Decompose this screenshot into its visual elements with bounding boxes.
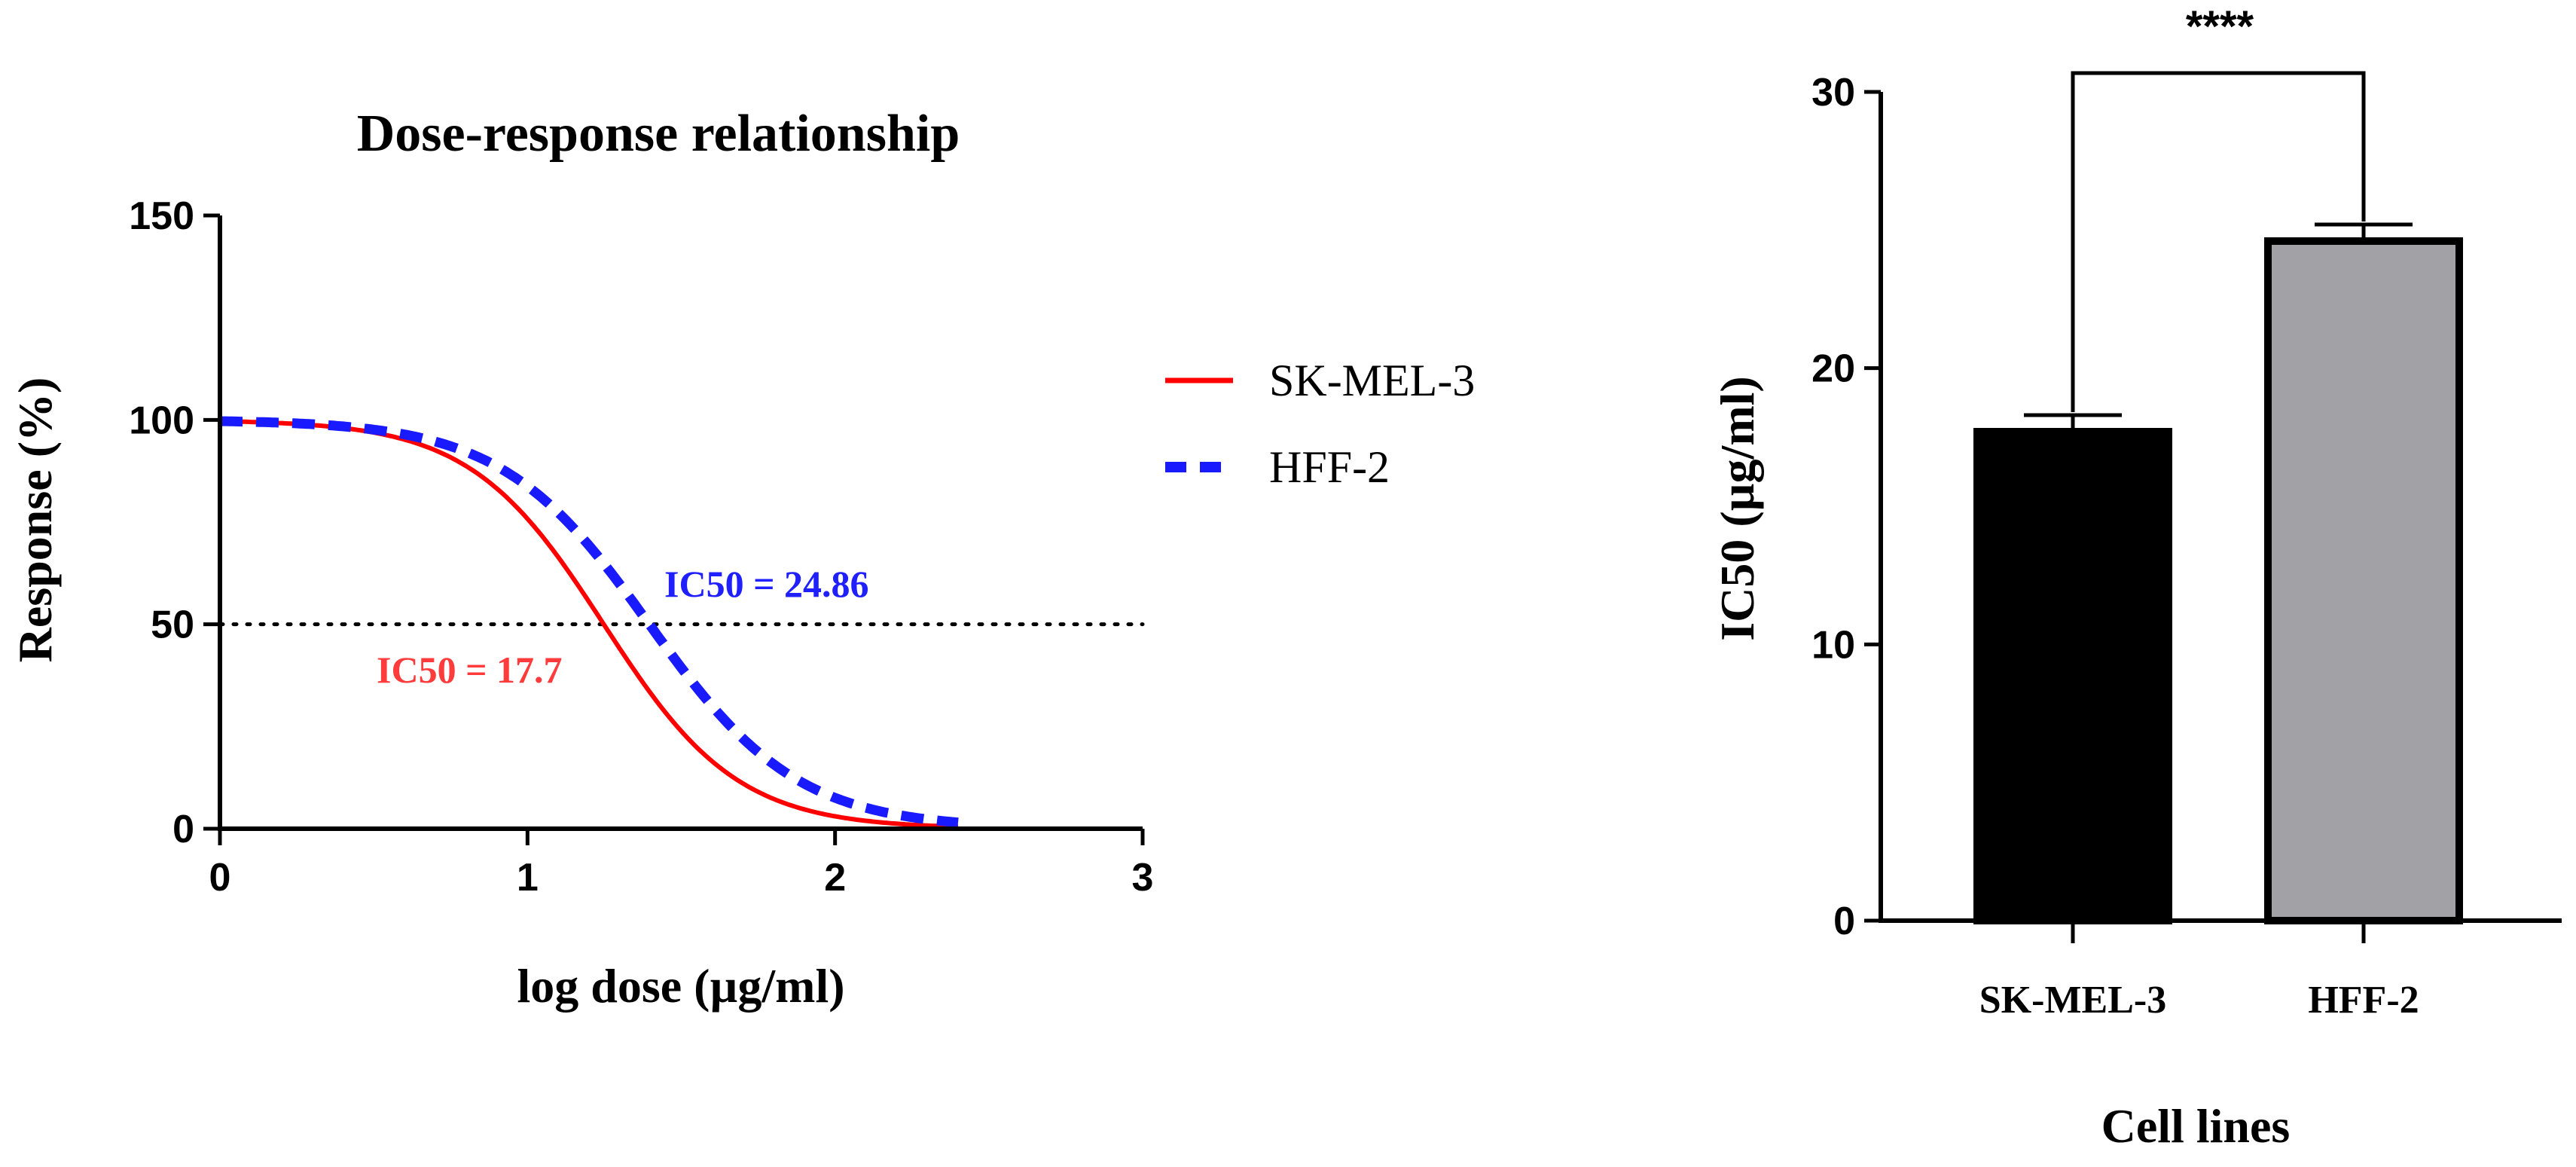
bars xyxy=(1973,222,2463,924)
legend-label-hff-2: HFF-2 xyxy=(1269,442,1390,492)
y-tick-label: 100 xyxy=(129,399,194,442)
ic50-annotation-sk-mel-3: IC50 = 17.7 xyxy=(377,649,563,691)
x-tick-label: 3 xyxy=(1132,856,1154,900)
legend: SK-MEL-3 HFF-2 xyxy=(1165,356,1475,492)
legend-item-hff-2: HFF-2 xyxy=(1165,442,1390,492)
y-tick-label: 10 xyxy=(1811,623,1855,667)
bar-hff-2 xyxy=(2264,237,2463,924)
x-tick-label: 2 xyxy=(824,856,846,900)
significance-bracket-line xyxy=(2071,71,2366,412)
curves xyxy=(218,416,960,829)
legend-label-sk-mel-3: SK-MEL-3 xyxy=(1269,356,1475,405)
y-ticks: 0 10 20 30 xyxy=(1811,71,1881,943)
x-axis-title: log dose (µg/ml) xyxy=(517,959,844,1013)
dose-response-chart: Dose-response relationship Response (%) … xyxy=(8,105,1475,1013)
significance-label: **** xyxy=(2186,2,2254,51)
y-ticks: 0 50 100 150 xyxy=(129,194,220,851)
series-line-hff-2 xyxy=(218,416,960,828)
bar-sk-mel-3 xyxy=(1973,428,2172,924)
ic50-bar-chart: IC50 (µg/ml) Cell lines 0 10 20 30 SK-MEL-3… xyxy=(1711,2,2562,1153)
significance-bracket: **** xyxy=(2071,2,2366,412)
ic50-annotation-hff-2: IC50 = 24.86 xyxy=(664,563,869,605)
y-tick-label: 0 xyxy=(1833,900,1855,943)
x-tick-label-sk-mel-3: SK-MEL-3 xyxy=(1979,979,2166,1022)
x-tick-label: 1 xyxy=(517,856,539,900)
legend-item-sk-mel-3: SK-MEL-3 xyxy=(1165,356,1475,405)
x-tick-label-hff-2: HFF-2 xyxy=(2308,979,2419,1022)
y-tick-label: 30 xyxy=(1811,71,1855,115)
y-axis-title: Response (%) xyxy=(8,377,62,663)
x-tick-label: 0 xyxy=(209,856,231,900)
chart-title: Dose-response relationship xyxy=(357,105,960,163)
y-tick-label: 50 xyxy=(151,603,194,647)
y-axis-title: IC50 (µg/ml) xyxy=(1711,376,1764,641)
x-ticks: 0 1 2 3 xyxy=(209,829,1154,900)
y-tick-label: 0 xyxy=(172,808,194,851)
y-tick-label: 150 xyxy=(129,194,194,238)
x-axis-title: Cell lines xyxy=(2101,1099,2291,1153)
x-ticks: SK-MEL-3 HFF-2 xyxy=(1979,921,2419,1022)
y-tick-label: 20 xyxy=(1811,347,1855,391)
ic50-annotations: IC50 = 17.7 IC50 = 24.86 xyxy=(377,563,869,691)
